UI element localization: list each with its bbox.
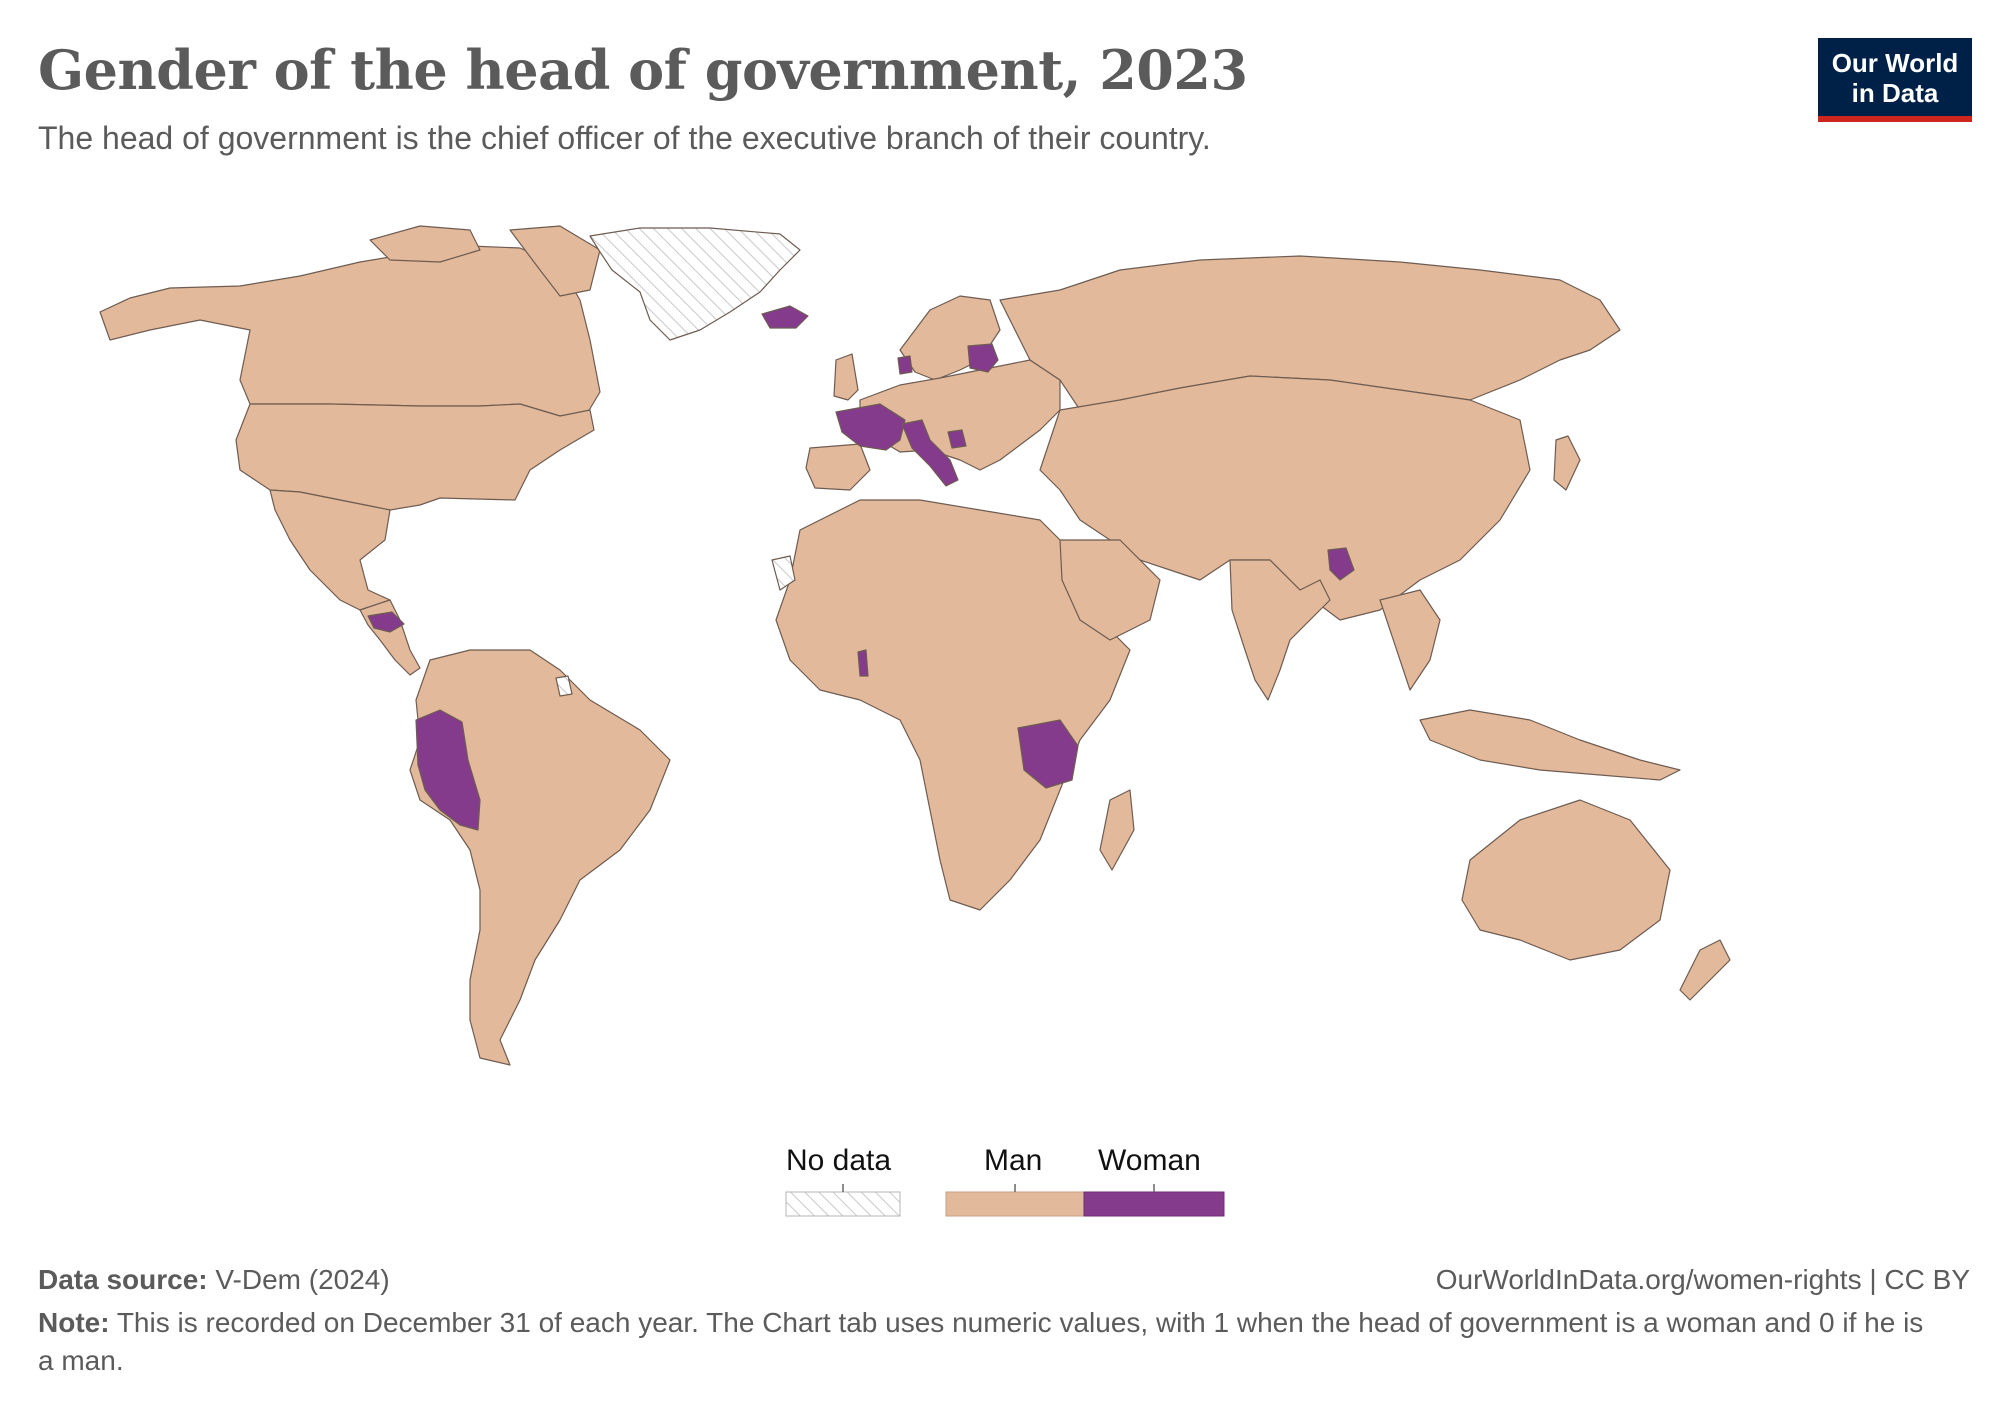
country-iceland[interactable]: [761, 305, 809, 329]
legend-no-data-swatch[interactable]: [785, 1191, 901, 1217]
country-indonesia[interactable]: [1419, 709, 1681, 781]
legend-man-swatch[interactable]: [945, 1191, 1085, 1217]
country-french-guiana[interactable]: [555, 675, 573, 697]
chart-subtitle: The head of government is the chief offi…: [38, 120, 1211, 156]
country-bosnia[interactable]: [947, 429, 967, 449]
legend-woman-label: Woman: [1098, 1144, 1201, 1177]
country-new-zealand[interactable]: [1679, 939, 1731, 1001]
country-arabia[interactable]: [1059, 539, 1161, 641]
country-japan[interactable]: [1553, 435, 1581, 491]
country-greenland[interactable]: [589, 227, 801, 341]
country-honduras[interactable]: [367, 611, 405, 633]
country-denmark[interactable]: [897, 355, 913, 375]
country-togo[interactable]: [857, 649, 869, 677]
logo-line-1: Our World: [1831, 48, 1959, 78]
logo-line-2: in Data: [1851, 78, 1939, 108]
note-label: Note:: [38, 1307, 110, 1338]
country-india[interactable]: [1229, 559, 1331, 701]
country-france[interactable]: [835, 403, 906, 451]
country-australia[interactable]: [1461, 799, 1671, 961]
note-text: This is recorded on December 31 of each …: [38, 1307, 1924, 1376]
country-western-sahara[interactable]: [771, 555, 796, 591]
data-source-value[interactable]: V-Dem (2024): [215, 1264, 390, 1295]
legend-woman-swatch[interactable]: [1083, 1191, 1225, 1217]
country-lithuania[interactable]: [967, 343, 999, 373]
logo-accent-bar: [1818, 116, 1972, 122]
world-map[interactable]: [0, 200, 2000, 1080]
country-bangladesh[interactable]: [1327, 547, 1355, 581]
country-canada-alaska[interactable]: [99, 245, 601, 417]
country-uk[interactable]: [833, 353, 859, 401]
country-africa[interactable]: [775, 499, 1131, 911]
country-mexico[interactable]: [269, 489, 391, 611]
country-italy[interactable]: [901, 419, 959, 487]
country-peru[interactable]: [415, 709, 481, 831]
country-madagascar[interactable]: [1099, 789, 1135, 871]
owid-logo[interactable]: Our World in Data: [1818, 38, 1972, 122]
country-south-america[interactable]: [409, 649, 671, 1066]
data-source: Data source: V-Dem (2024): [38, 1264, 390, 1296]
chart-title: Gender of the head of government, 2023: [38, 38, 1248, 102]
footer-url[interactable]: OurWorldInData.org/women-rights | CC BY: [1435, 1264, 1970, 1295]
country-canada-baffin[interactable]: [509, 225, 601, 297]
footer-note: Note: This is recorded on December 31 of…: [38, 1304, 1938, 1380]
legend-no-data-label: No data: [786, 1144, 892, 1177]
data-source-label: Data source:: [38, 1264, 208, 1295]
country-iberia[interactable]: [805, 443, 871, 491]
legend-swatches: [785, 1184, 1225, 1217]
legend-man-label: Man: [984, 1144, 1043, 1177]
country-tanzania[interactable]: [1017, 719, 1079, 789]
country-canada-arctic-islands[interactable]: [369, 225, 481, 263]
country-southeast-asia[interactable]: [1379, 589, 1441, 691]
country-central-america[interactable]: [359, 599, 421, 676]
